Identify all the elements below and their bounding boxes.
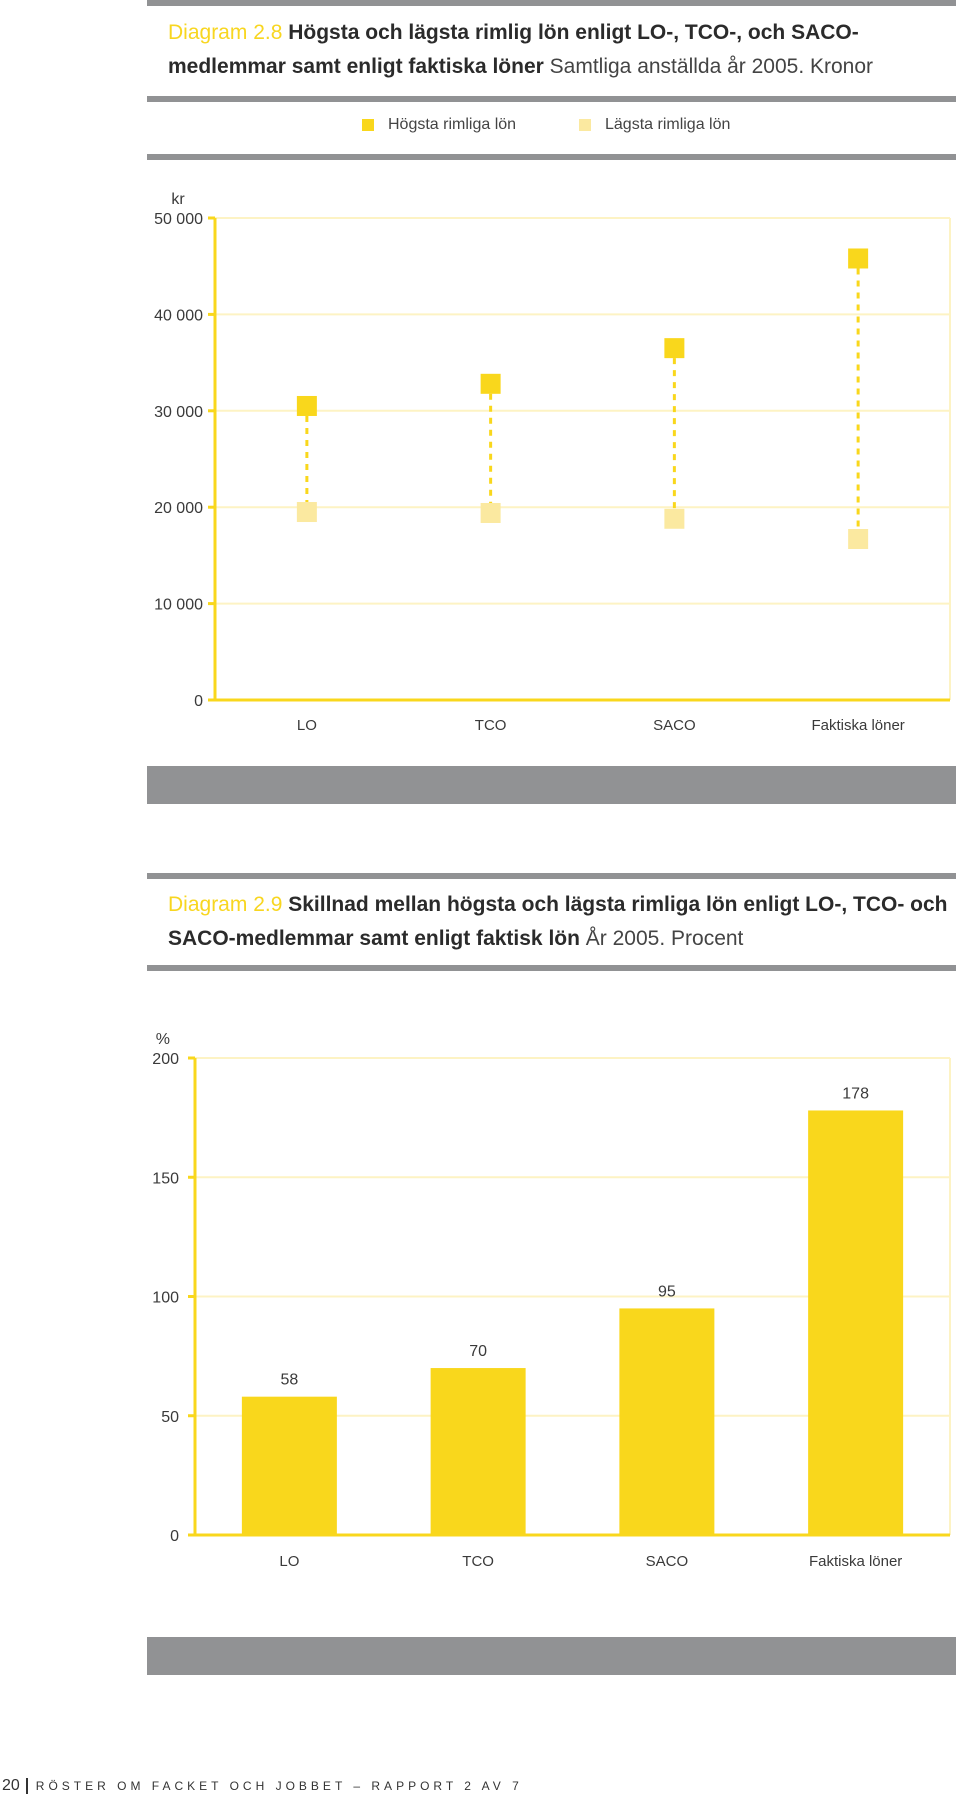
y-tick-label: 50 000 (154, 211, 203, 228)
y-tick-label: 200 (152, 1051, 179, 1068)
y-tick-label: 50 (161, 1409, 179, 1426)
figure1-title: Högsta och lägsta rimlig lön enligt LO-,… (168, 21, 859, 78)
figure2-top-rule (147, 873, 956, 879)
data-label: 95 (658, 1283, 676, 1300)
y-tick-label: 0 (194, 693, 203, 710)
figure1-chart: 0 10 000 20 000 30 000 40 000 50 000 kr LO TCO SA… (154, 191, 951, 734)
data-label: 70 (469, 1343, 487, 1360)
point-hogsta-saco (664, 338, 685, 359)
bar-tco (430, 1368, 526, 1535)
y-axis-unit: % (156, 1031, 170, 1048)
bar-lo (241, 1396, 337, 1535)
legend-item-hogsta: Högsta rimliga lön (362, 116, 516, 134)
bar-saco (619, 1308, 715, 1535)
figure1-caption-rule (147, 96, 956, 102)
figure1-legend: Högsta rimliga lön Lägsta rimliga lön (0, 116, 960, 140)
y-axis-unit: kr (171, 191, 185, 208)
figure2-caption-rule (147, 965, 956, 971)
x-tick-label: TCO (462, 1553, 494, 1570)
figure2-title: Skillnad mellan högsta och lägsta rimlig… (168, 893, 948, 950)
figure2-chart: 58 LO 70 TCO 95 SACO 178 Faktiska löner 0 50 100 15… (152, 1031, 951, 1570)
figure2-bottom-bar (147, 1637, 956, 1675)
figure1-caption: Diagram 2.8 Högsta och lägsta rimlig lön… (168, 16, 958, 84)
legend-label-lagsta: Lägsta rimliga lön (605, 116, 731, 133)
point-lagsta-tco (480, 502, 501, 523)
x-tick-label: SACO (646, 1553, 689, 1570)
figure2-subtitle: År 2005. Procent (585, 927, 744, 950)
legend-item-lagsta: Lägsta rimliga lön (579, 116, 730, 134)
running-title: RÖSTER OM FACKET OCH JOBBET – RAPPORT 2 … (35, 1779, 523, 1793)
x-tick-label: Faktiska löner (809, 1553, 902, 1570)
y-tick-label: 40 000 (154, 307, 203, 324)
legend-label-hogsta: Högsta rimliga lön (388, 116, 517, 133)
point-hogsta-faktiska-löner (848, 248, 869, 269)
y-tick-label: 20 000 (154, 500, 203, 517)
x-tick-label: TCO (475, 717, 507, 734)
x-tick-label: LO (297, 717, 317, 734)
page-footer: 20 RÖSTER OM FACKET OCH JOBBET – RAPPORT… (0, 1776, 523, 1796)
page-number: 20 (0, 1778, 28, 1794)
x-tick-label: SACO (653, 717, 696, 734)
figure1-legend-rule (147, 154, 956, 160)
point-lagsta-lo (296, 502, 317, 523)
y-tick-label: 30 000 (154, 404, 203, 421)
y-tick-label: 10 000 (154, 597, 203, 614)
legend-swatch-hogsta (362, 119, 374, 131)
figure1-bottom-bar (147, 766, 956, 804)
figure1-subtitle: Samtliga anställda år 2005. Kronor (549, 55, 874, 78)
figure1-top-rule (147, 0, 956, 6)
figure2-label: Diagram 2.9 (168, 893, 283, 916)
y-tick-label: 100 (152, 1290, 179, 1307)
bar-faktiska-löner (808, 1110, 904, 1535)
figure2-caption: Diagram 2.9 Skillnad mellan högsta och l… (168, 888, 958, 956)
point-hogsta-lo (296, 395, 317, 416)
figure1-label: Diagram 2.8 (168, 21, 283, 44)
y-tick-label: 150 (152, 1170, 179, 1187)
x-tick-label: Faktiska löner (811, 717, 904, 734)
point-lagsta-faktiska-löner (848, 529, 869, 550)
data-label: 178 (842, 1085, 869, 1102)
y-tick-label: 0 (170, 1528, 179, 1545)
point-lagsta-saco (664, 508, 685, 529)
x-tick-label: LO (279, 1553, 299, 1570)
point-hogsta-tco (480, 373, 501, 394)
legend-swatch-lagsta (579, 119, 591, 131)
data-label: 58 (280, 1372, 298, 1389)
